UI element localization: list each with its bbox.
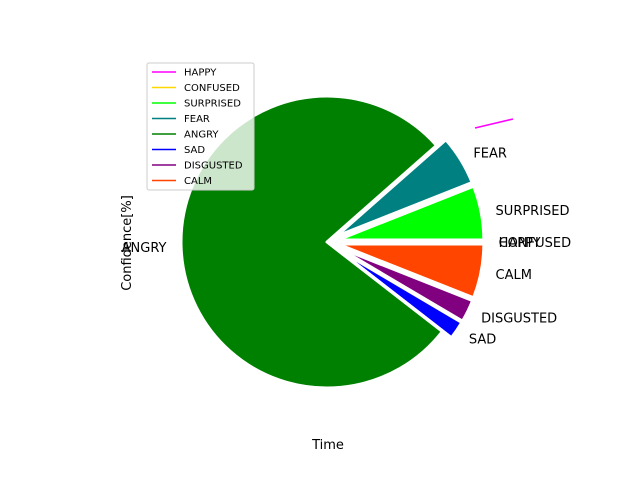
pie-slice-fear: [334, 138, 474, 238]
legend-label-confused: CONFUSED: [184, 83, 240, 94]
legend-label-angry: ANGRY: [184, 130, 219, 141]
slice-label-fear: FEAR: [473, 146, 507, 161]
legend-label-sad: SAD: [184, 145, 205, 156]
slice-label-calm: CALM: [496, 268, 532, 283]
slice-label-surprised: SURPRISED: [496, 204, 570, 219]
legend-label-disgusted: DISGUSTED: [184, 161, 243, 172]
legend-label-fear: FEAR: [184, 114, 210, 125]
slice-label-happy: HAPPY: [499, 236, 541, 251]
slice-label-disgusted: DISGUSTED: [481, 311, 557, 326]
legend-label-calm: CALM: [184, 176, 212, 187]
slice-label-confused: CONFUSED: [499, 236, 572, 251]
slice-label-angry: ANGRY: [122, 241, 167, 256]
slice-label-sad: SAD: [469, 332, 496, 347]
legend-label-happy: HAPPY: [184, 68, 217, 79]
zero-slice-line: [474, 118, 514, 129]
y-axis-label: Confidence[%]: [120, 195, 135, 291]
pie-slice-sad: [334, 246, 464, 340]
pie-slice-calm: [336, 242, 486, 300]
legend-label-surprised: SURPRISED: [184, 99, 241, 110]
pie-slice-surprised: [336, 184, 486, 242]
legend: HAPPY CONFUSED SURPRISED FEAR ANGRY SAD DISGUS…: [146, 62, 255, 191]
legend-frame: [146, 62, 255, 191]
x-axis-label: Time: [311, 438, 344, 453]
pie-slice-disgusted: [335, 245, 475, 323]
